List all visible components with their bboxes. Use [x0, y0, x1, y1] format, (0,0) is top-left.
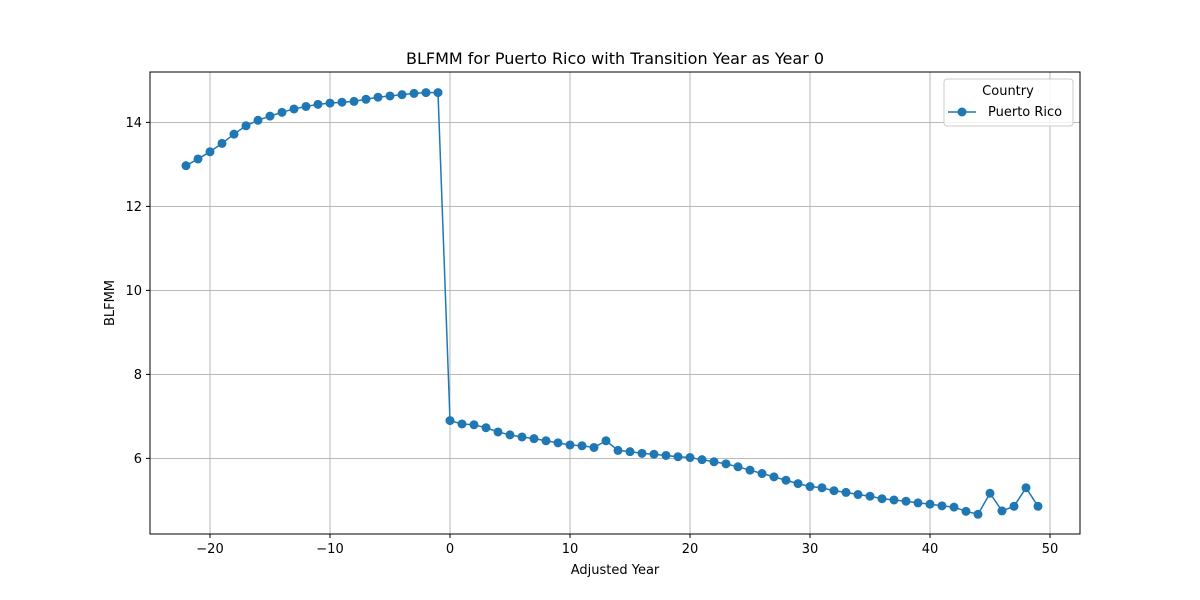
- data-point: [409, 88, 419, 98]
- data-point: [937, 501, 947, 511]
- legend-box: [943, 78, 1074, 127]
- data-point: [709, 457, 719, 467]
- grid: [150, 72, 1080, 534]
- data-point: [793, 479, 803, 489]
- plot-frame: [149, 71, 1081, 535]
- data-point: [733, 462, 743, 472]
- data-point: [313, 99, 323, 109]
- data-point: [613, 445, 623, 455]
- y-tick-label: 12: [125, 200, 142, 215]
- data-point: [193, 154, 203, 164]
- data-point: [601, 436, 611, 446]
- data-point: [337, 97, 347, 107]
- axis-ticks: −20 −10 0 10 20 30 40 50 6 8 10 12 14: [125, 116, 1058, 557]
- data-point: [217, 138, 227, 148]
- data-point: [781, 475, 791, 485]
- data-point: [397, 90, 407, 100]
- data-point: [505, 430, 515, 440]
- data-point: [1009, 501, 1019, 511]
- data-point: [229, 129, 239, 139]
- legend: Country Puerto Rico: [943, 78, 1074, 127]
- data-point: [589, 442, 599, 452]
- legend-series-label: Puerto Rico: [988, 105, 1062, 120]
- data-point: [457, 419, 467, 429]
- data-point: [361, 94, 371, 104]
- y-tick-label: 6: [134, 452, 142, 467]
- data-point: [385, 91, 395, 101]
- y-axis-label: BLFMM: [103, 280, 118, 326]
- x-tick-label: −10: [316, 542, 343, 557]
- y-tick-label: 10: [125, 284, 142, 299]
- data-point: [841, 487, 851, 497]
- data-point: [973, 509, 983, 519]
- data-point: [901, 496, 911, 506]
- data-point: [529, 434, 539, 444]
- data-point: [445, 416, 455, 426]
- data-point: [889, 495, 899, 505]
- data-point: [661, 450, 671, 460]
- data-point: [1021, 483, 1031, 493]
- x-tick-label: −20: [196, 542, 223, 557]
- data-point: [985, 488, 995, 498]
- data-point: [925, 499, 935, 509]
- data-point: [853, 490, 863, 500]
- data-point: [301, 101, 311, 111]
- data-point: [829, 486, 839, 496]
- data-point: [469, 420, 479, 430]
- y-tick-label: 8: [134, 368, 142, 383]
- data-point: [961, 506, 971, 516]
- data-point: [805, 482, 815, 492]
- data-point: [997, 506, 1007, 516]
- x-tick-label: 10: [562, 542, 579, 557]
- data-point: [265, 111, 275, 121]
- data-point: [277, 107, 287, 117]
- series-layer: [181, 88, 1043, 519]
- x-tick-label: 0: [446, 542, 454, 557]
- data-point: [817, 483, 827, 493]
- data-point: [181, 161, 191, 171]
- data-point: [553, 438, 563, 448]
- data-point: [697, 455, 707, 465]
- data-point: [517, 432, 527, 442]
- x-tick-label: 20: [682, 542, 699, 557]
- data-point: [949, 502, 959, 512]
- legend-title: Country: [982, 84, 1034, 99]
- data-point: [421, 88, 431, 98]
- x-tick-label: 50: [1042, 542, 1059, 557]
- data-point: [253, 115, 263, 125]
- data-point: [877, 494, 887, 504]
- data-point: [913, 498, 923, 508]
- data-point: [493, 427, 503, 437]
- data-point: [1033, 501, 1043, 511]
- chart-title: BLFMM for Puerto Rico with Transition Ye…: [406, 49, 824, 68]
- data-point: [541, 436, 551, 446]
- legend-point-marker: [957, 107, 967, 117]
- data-point: [625, 447, 635, 457]
- data-point: [481, 423, 491, 433]
- data-point: [649, 449, 659, 459]
- data-point: [757, 469, 767, 479]
- x-tick-label: 40: [922, 542, 939, 557]
- data-point: [745, 465, 755, 475]
- series-line: [185, 91, 1039, 516]
- x-tick-label: 30: [802, 542, 819, 557]
- data-point: [721, 459, 731, 469]
- data-point: [373, 92, 383, 102]
- data-point: [565, 440, 575, 450]
- x-axis-label: Adjusted Year: [571, 563, 660, 578]
- data-point: [769, 472, 779, 482]
- data-point: [325, 98, 335, 108]
- data-point: [349, 96, 359, 106]
- data-point: [205, 147, 215, 157]
- data-point: [433, 88, 443, 98]
- data-point: [289, 104, 299, 114]
- data-point: [241, 121, 251, 131]
- y-tick-label: 14: [125, 116, 142, 131]
- data-point: [685, 453, 695, 463]
- data-point: [865, 491, 875, 501]
- data-point: [673, 452, 683, 462]
- data-point: [637, 448, 647, 458]
- data-point: [577, 441, 587, 451]
